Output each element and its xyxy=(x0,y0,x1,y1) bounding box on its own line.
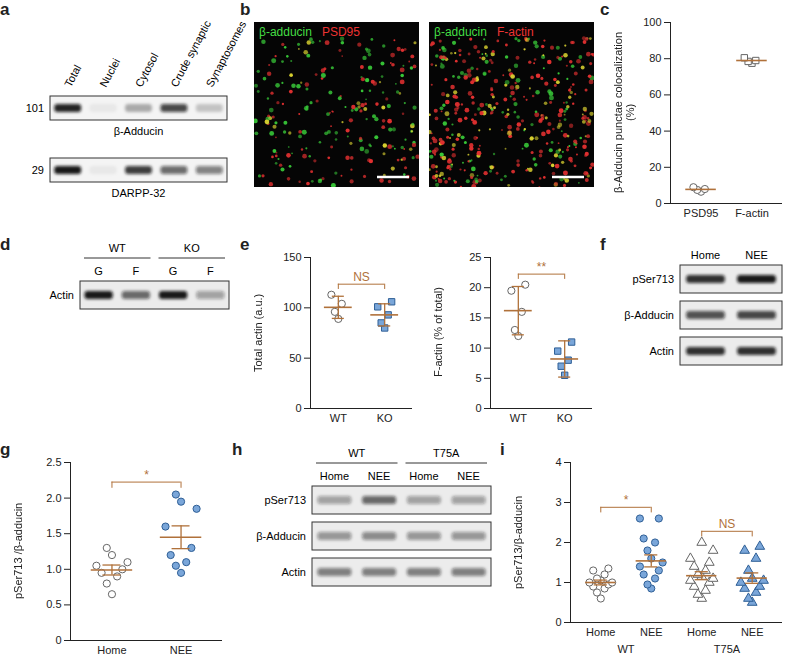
html-text:i: i xyxy=(500,440,505,459)
svg-text:0: 0 xyxy=(655,197,661,209)
svg-text:25: 25 xyxy=(469,251,481,263)
svg-text:NEE: NEE xyxy=(368,470,391,482)
svg-text:2.0: 2.0 xyxy=(46,492,61,504)
svg-text:*: * xyxy=(144,468,149,482)
svg-text:F-actin: F-actin xyxy=(735,207,769,219)
svg-text:G: G xyxy=(94,265,103,277)
svg-text:20: 20 xyxy=(649,161,661,173)
html-text:a: a xyxy=(0,0,10,19)
svg-text:WT: WT xyxy=(348,447,365,459)
svg-text:1.5: 1.5 xyxy=(46,527,61,539)
svg-text:Home: Home xyxy=(97,644,126,656)
html-text:d: d xyxy=(0,235,11,254)
svg-text:NEE: NEE xyxy=(457,470,480,482)
svg-text:100: 100 xyxy=(643,16,661,28)
html-text:pSer713/β-adducin: pSer713/β-adducin xyxy=(512,495,524,589)
svg-text:5: 5 xyxy=(475,372,481,384)
svg-text:Home: Home xyxy=(687,626,716,638)
html-text:c: c xyxy=(600,0,610,19)
html-text:g: g xyxy=(0,440,11,459)
svg-text:100: 100 xyxy=(283,301,301,313)
svg-text:Actin: Actin xyxy=(650,345,674,357)
html-text:e: e xyxy=(240,235,250,254)
svg-text:15: 15 xyxy=(469,311,481,323)
svg-text:KO: KO xyxy=(184,242,200,254)
svg-text:β-Adducin: β-Adducin xyxy=(256,530,306,542)
svg-text:Actin: Actin xyxy=(50,289,74,301)
svg-text:Home: Home xyxy=(691,249,720,261)
svg-text:50: 50 xyxy=(289,352,301,364)
html-text:f: f xyxy=(600,235,606,254)
svg-text:β-adducinF-actin: β-adducinF-actin xyxy=(434,25,534,39)
svg-text:WT: WT xyxy=(617,643,634,655)
svg-text:Synaptosomes: Synaptosomes xyxy=(203,19,248,89)
svg-text:F: F xyxy=(133,265,140,277)
svg-text:KO: KO xyxy=(557,412,573,424)
svg-text:1.0: 1.0 xyxy=(46,563,61,575)
svg-text:Total: Total xyxy=(62,63,84,89)
svg-text:Home: Home xyxy=(320,470,349,482)
svg-text:0: 0 xyxy=(55,634,61,646)
svg-text:DARPP-32: DARPP-32 xyxy=(112,187,166,199)
svg-text:0: 0 xyxy=(555,616,561,628)
svg-text:NEE: NEE xyxy=(170,644,193,656)
svg-text:WT: WT xyxy=(330,412,347,424)
svg-text:80: 80 xyxy=(649,52,661,64)
svg-text:Home: Home xyxy=(409,470,438,482)
svg-text:β-Adducin: β-Adducin xyxy=(624,309,674,321)
html-text:Total actin (a.u.): Total actin (a.u.) xyxy=(252,293,264,372)
svg-text:pSer713: pSer713 xyxy=(264,494,306,506)
svg-text:40: 40 xyxy=(649,125,661,137)
svg-text:Crude synaptic: Crude synaptic xyxy=(168,18,214,89)
svg-text:NS: NS xyxy=(353,270,370,284)
svg-text:PSD95: PSD95 xyxy=(684,207,719,219)
html-text:F-actin (% of total): F-actin (% of total) xyxy=(432,287,444,378)
svg-text:4: 4 xyxy=(555,456,561,468)
svg-text:WT: WT xyxy=(510,412,527,424)
svg-text:101: 101 xyxy=(26,102,44,114)
svg-text:*: * xyxy=(624,493,629,507)
svg-text:29: 29 xyxy=(32,164,44,176)
html-text:β-Adducin punctae colocalizati: β-Adducin punctae colocalization (%) xyxy=(612,32,636,193)
svg-text:20: 20 xyxy=(469,281,481,293)
svg-text:NEE: NEE xyxy=(640,626,663,638)
svg-text:Home: Home xyxy=(586,626,615,638)
svg-text:1: 1 xyxy=(555,576,561,588)
svg-text:NEE: NEE xyxy=(741,626,764,638)
svg-text:β-Adducin: β-Adducin xyxy=(114,125,164,137)
svg-text:10: 10 xyxy=(469,342,481,354)
svg-text:**: ** xyxy=(537,260,547,274)
svg-text:2.5: 2.5 xyxy=(46,456,61,468)
svg-text:Actin: Actin xyxy=(282,566,306,578)
svg-text:Nuclei: Nuclei xyxy=(97,56,122,89)
svg-text:0.5: 0.5 xyxy=(46,598,61,610)
svg-text:150: 150 xyxy=(283,251,301,263)
svg-text:F: F xyxy=(207,265,214,277)
svg-text:0: 0 xyxy=(295,402,301,414)
html-text:pSer713 /β-adducin: pSer713 /β-adducin xyxy=(12,502,24,600)
svg-text:NEE: NEE xyxy=(745,249,768,261)
svg-text:T75A: T75A xyxy=(714,643,741,655)
svg-text:G: G xyxy=(169,265,178,277)
svg-text:T75A: T75A xyxy=(433,447,460,459)
svg-text:KO: KO xyxy=(377,412,393,424)
html-text:h: h xyxy=(232,440,243,459)
html-text:b: b xyxy=(240,0,251,19)
svg-text:3: 3 xyxy=(555,496,561,508)
svg-text:β-adducinPSD95: β-adducinPSD95 xyxy=(259,25,360,39)
svg-text:Cytosol: Cytosol xyxy=(133,51,161,89)
svg-text:WT: WT xyxy=(109,242,126,254)
svg-text:pSer713: pSer713 xyxy=(632,273,674,285)
svg-text:2: 2 xyxy=(555,536,561,548)
svg-text:60: 60 xyxy=(649,88,661,100)
svg-text:0: 0 xyxy=(475,402,481,414)
svg-text:NS: NS xyxy=(719,517,736,531)
